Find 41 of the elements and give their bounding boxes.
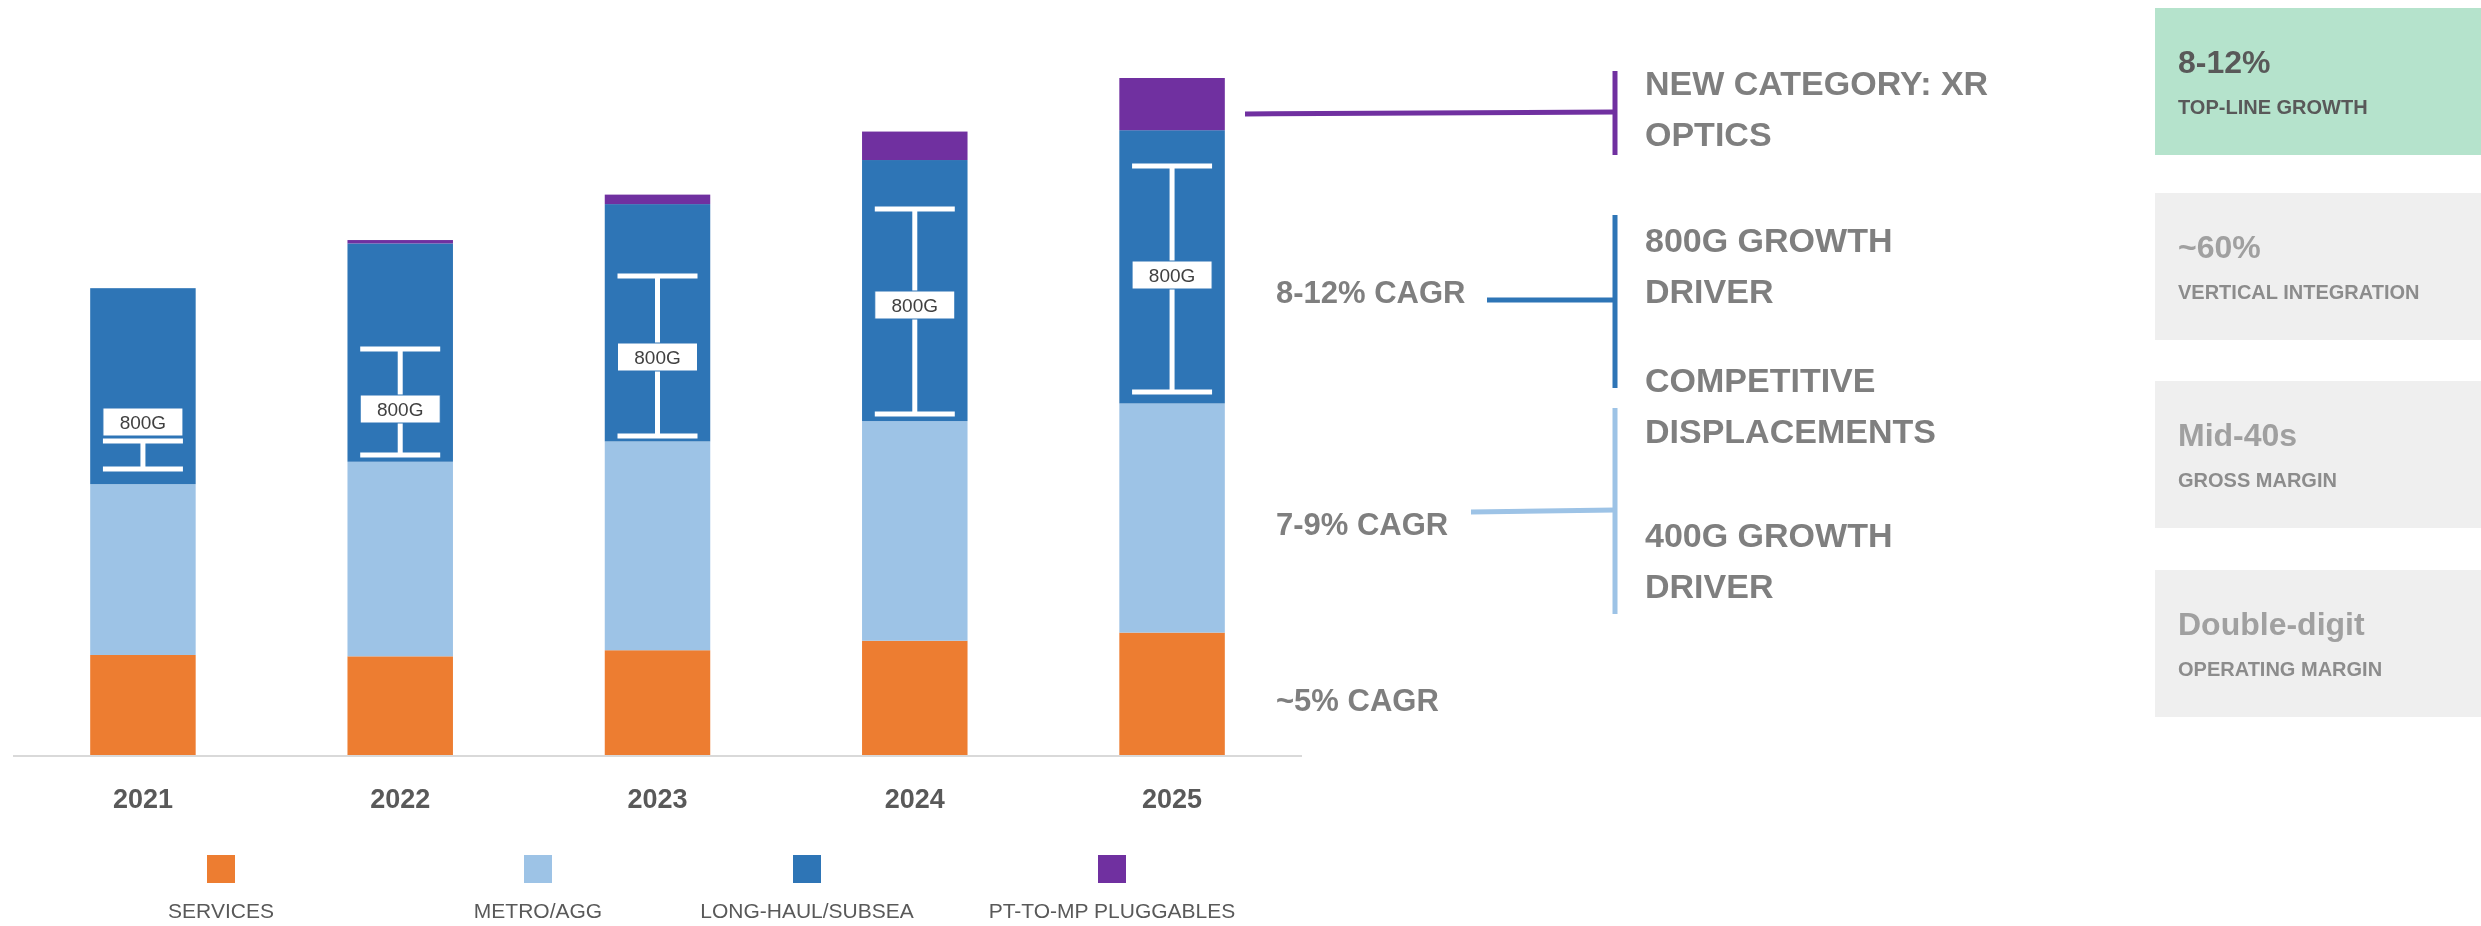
annotation: 800G (119, 412, 167, 433)
text: VERTICAL INTEGRATION (2178, 281, 2420, 303)
bar (90, 484, 196, 655)
text: TOP-LINE GROWTH (2178, 96, 2368, 118)
text: 400G GROWTH DRIVER (1645, 516, 1893, 605)
x-tick-label: 2025 (1142, 784, 1203, 814)
annotation: 7-9% CAGR (1276, 507, 1449, 542)
legend-label: LONG-HAUL/SUBSEA (700, 899, 914, 922)
text: 8-12% (2178, 44, 2271, 80)
annotation: 800G (1148, 265, 1196, 286)
text: COMPETITIVE DISPLACEMENTS (1645, 361, 1936, 450)
annotation: 800G (891, 295, 939, 316)
annotation: 800G (634, 347, 681, 368)
text: GROSS MARGIN (2178, 469, 2337, 491)
bar (604, 194, 711, 205)
bar (862, 131, 968, 161)
x-tick-label: 2024 (884, 784, 945, 814)
bar (604, 650, 711, 756)
annotation: 800G (376, 399, 424, 420)
x-tick-label: 2021 (112, 784, 173, 814)
text: NEW CATEGORY: XR OPTICS (1645, 64, 1989, 153)
text: 800G GROWTH DRIVER (1645, 221, 1893, 310)
bar (862, 421, 968, 641)
bar (347, 461, 453, 657)
bar (90, 654, 196, 756)
bar (1119, 632, 1225, 756)
text: OPERATING MARGIN (2178, 658, 2383, 680)
text: Mid-40s (2178, 417, 2298, 453)
bar (1119, 78, 1225, 131)
annotation: 8-12% CAGR (1276, 275, 1466, 310)
x-tick-label: 2023 (627, 784, 688, 814)
bar (1119, 403, 1225, 633)
bar (347, 656, 453, 756)
text: ~60% (2178, 229, 2261, 265)
x-tick-label: 2022 (370, 784, 431, 814)
legend-label: SERVICES (168, 899, 274, 922)
legend-label: PT-TO-MP PLUGGABLES (988, 899, 1236, 922)
annotation: ~5% CAGR (1276, 683, 1439, 718)
text: Double-digit (2178, 606, 2365, 642)
legend-label: METRO/AGG (473, 899, 603, 922)
bar (862, 640, 968, 756)
